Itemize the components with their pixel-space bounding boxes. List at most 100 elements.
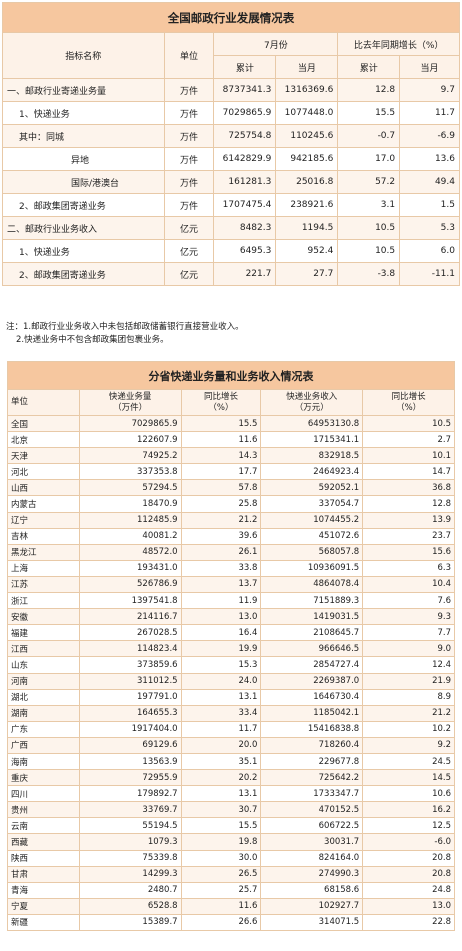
row-revenue-growth: 16.2 bbox=[362, 801, 455, 819]
row-revenue-growth: 13.0 bbox=[362, 897, 455, 915]
row-region: 上海 bbox=[7, 559, 80, 577]
row-volume: 1397541.8 bbox=[78, 592, 182, 610]
header-yoy-group: 比去年同期增长（%） bbox=[337, 32, 460, 56]
row-revenue: 1715341.1 bbox=[260, 431, 364, 449]
row-revenue-growth: 8.9 bbox=[362, 688, 455, 706]
row-revenue-growth: 22.8 bbox=[362, 913, 455, 932]
row-volume: 373859.6 bbox=[78, 656, 182, 674]
row-yoy-month: 49.4 bbox=[399, 170, 460, 194]
row-region: 江苏 bbox=[7, 575, 80, 594]
row-name: 1、快递业务 bbox=[2, 239, 165, 263]
row-region: 西藏 bbox=[7, 833, 80, 851]
row-region: 天津 bbox=[7, 447, 80, 465]
row-volume-growth: 17.7 bbox=[180, 463, 262, 481]
row-unit: 亿元 bbox=[163, 216, 215, 240]
row-volume: 311012.5 bbox=[78, 672, 182, 690]
row-yoy-cumulative: -0.7 bbox=[337, 124, 401, 148]
header-month-group: 7月份 bbox=[213, 32, 339, 56]
row-region: 全国 bbox=[7, 414, 80, 433]
province-row: 山东 373859.6 15.3 2854727.4 12.4 bbox=[7, 656, 455, 674]
row-revenue-growth: 10.4 bbox=[362, 575, 455, 594]
row-region: 北京 bbox=[7, 431, 80, 449]
province-row: 山西 57294.5 57.8 592052.1 36.8 bbox=[7, 479, 455, 497]
row-revenue: 15416838.8 bbox=[260, 720, 364, 738]
row-region: 重庆 bbox=[7, 769, 80, 787]
row-region: 陕西 bbox=[7, 849, 80, 867]
row-volume: 69129.6 bbox=[78, 736, 182, 754]
province-row: 云南 55194.5 15.5 606722.5 12.5 bbox=[7, 817, 455, 835]
row-name: 国际/港澳台 bbox=[2, 170, 165, 194]
row-revenue-growth: 14.5 bbox=[362, 769, 455, 787]
row-volume: 179892.7 bbox=[78, 785, 182, 803]
row-volume: 1917404.0 bbox=[78, 720, 182, 738]
row-name: 一、邮政行业寄递业务量 bbox=[2, 78, 165, 102]
row-volume-growth: 30.7 bbox=[180, 801, 262, 819]
row-volume-growth: 14.3 bbox=[180, 447, 262, 465]
row-volume-growth: 25.8 bbox=[180, 495, 262, 513]
row-revenue-growth: 10.5 bbox=[362, 414, 455, 433]
province-row: 贵州 33769.7 30.7 470152.5 16.2 bbox=[7, 801, 455, 819]
row-volume-growth: 30.0 bbox=[180, 849, 262, 867]
row-region: 湖南 bbox=[7, 704, 80, 722]
province-row: 辽宁 112485.9 21.2 1074455.2 13.9 bbox=[7, 511, 455, 529]
table1-body: 一、邮政行业寄递业务量 万件 8737341.3 1316369.6 12.8 9.7 1、… bbox=[2, 78, 460, 286]
row-volume: 193431.0 bbox=[78, 559, 182, 577]
row-revenue: 68158.6 bbox=[260, 881, 364, 899]
row-revenue-growth: 12.5 bbox=[362, 817, 455, 835]
row-yoy-cumulative: 10.5 bbox=[337, 216, 401, 240]
row-revenue-growth: 21.2 bbox=[362, 704, 455, 722]
province-row: 江苏 526786.9 13.7 4864078.4 10.4 bbox=[7, 575, 455, 594]
row-revenue: 2108645.7 bbox=[260, 624, 364, 642]
row-volume-growth: 11.6 bbox=[180, 897, 262, 915]
row-region: 贵州 bbox=[7, 801, 80, 819]
row-volume: 74925.2 bbox=[78, 447, 182, 465]
row-volume-growth: 11.6 bbox=[180, 431, 262, 449]
table1-row: 一、邮政行业寄递业务量 万件 8737341.3 1316369.6 12.8 9.7 bbox=[2, 78, 460, 102]
row-revenue-growth: 10.6 bbox=[362, 785, 455, 803]
row-region: 黑龙江 bbox=[7, 543, 80, 561]
row-name: 1、快递业务 bbox=[2, 101, 165, 125]
row-revenue: 1646730.4 bbox=[260, 688, 364, 706]
row-region: 浙江 bbox=[7, 592, 80, 610]
header-volume-growth: 同比增长 （%） bbox=[180, 389, 262, 416]
row-yoy-month: 5.3 bbox=[399, 216, 460, 240]
row-volume: 6528.8 bbox=[78, 897, 182, 915]
row-revenue: 1419031.5 bbox=[260, 608, 364, 626]
row-revenue: 606722.5 bbox=[260, 817, 364, 835]
row-yoy-cumulative: 12.8 bbox=[337, 78, 401, 102]
province-row: 宁夏 6528.8 11.6 102927.7 13.0 bbox=[7, 897, 455, 915]
row-volume: 164655.3 bbox=[78, 704, 182, 722]
header-yoy-cumulative: 累计 bbox=[337, 55, 401, 79]
row-region: 山东 bbox=[7, 656, 80, 674]
table1-row: 1、快递业务 万件 7029865.9 1077448.0 15.5 11.7 bbox=[2, 101, 460, 125]
province-row: 福建 267028.5 16.4 2108645.7 7.7 bbox=[7, 624, 455, 642]
row-volume-growth: 15.5 bbox=[180, 817, 262, 835]
note-line-2: 2.快递业务中不包含邮政集团包裹业务。 bbox=[16, 335, 169, 345]
row-revenue-growth: 9.3 bbox=[362, 608, 455, 626]
row-revenue: 64953130.8 bbox=[260, 414, 364, 433]
row-revenue: 102927.7 bbox=[260, 897, 364, 915]
row-unit: 万件 bbox=[163, 170, 215, 194]
row-volume-growth: 26.1 bbox=[180, 543, 262, 561]
row-region: 云南 bbox=[7, 817, 80, 835]
province-row: 上海 193431.0 33.8 10936091.5 6.3 bbox=[7, 559, 455, 577]
province-row: 广东 1917404.0 11.7 15416838.8 10.2 bbox=[7, 720, 455, 738]
row-revenue-growth: 2.7 bbox=[362, 431, 455, 449]
row-revenue: 725642.2 bbox=[260, 769, 364, 787]
row-revenue: 274990.3 bbox=[260, 865, 364, 883]
province-row: 安徽 214116.7 13.0 1419031.5 9.3 bbox=[7, 608, 455, 626]
row-volume: 75339.8 bbox=[78, 849, 182, 867]
header-revenue-unit: （万元） bbox=[294, 402, 329, 413]
province-row: 内蒙古 18470.9 25.8 337054.7 12.8 bbox=[7, 495, 455, 513]
row-cumulative: 6495.3 bbox=[213, 239, 277, 263]
header-revenue-label: 快递业务收入 bbox=[286, 391, 338, 402]
province-row: 重庆 72955.9 20.2 725642.2 14.5 bbox=[7, 769, 455, 787]
row-region: 河北 bbox=[7, 463, 80, 481]
header-volume-label: 快递业务量 bbox=[108, 391, 152, 402]
row-volume-growth: 57.8 bbox=[180, 479, 262, 497]
row-revenue-growth: 6.3 bbox=[362, 559, 455, 577]
row-volume-growth: 11.9 bbox=[180, 592, 262, 610]
province-row: 四川 179892.7 13.1 1733347.7 10.6 bbox=[7, 785, 455, 803]
row-revenue-growth: 21.9 bbox=[362, 672, 455, 690]
header-volume-growth-label: 同比增长 bbox=[203, 391, 238, 402]
